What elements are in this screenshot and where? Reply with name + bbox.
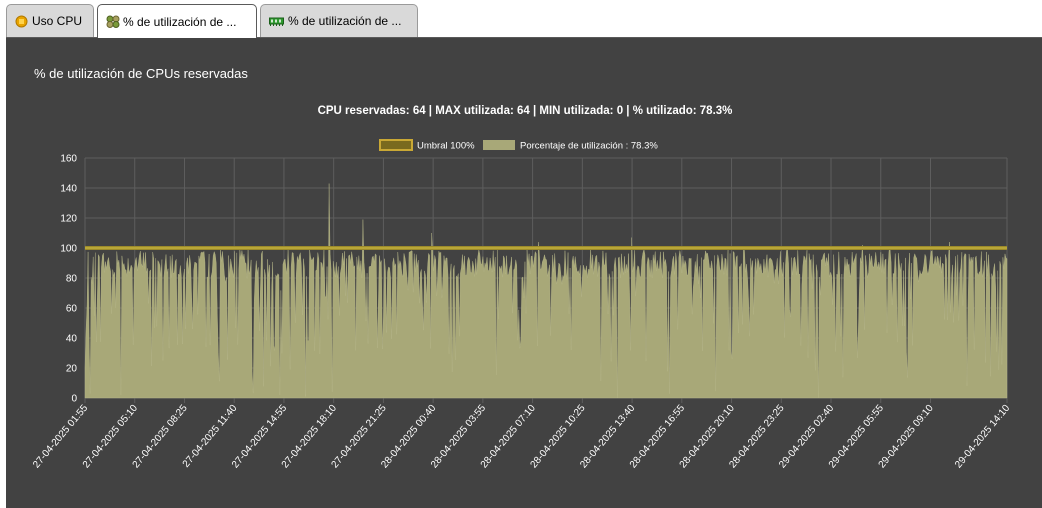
legend-label-utilization: Porcentaje de utilización : 78.3% [520,141,658,152]
x-tick-label: 27-04-2025 14:55 [230,403,289,471]
legend-label-threshold: Umbral 100% [417,141,475,152]
x-tick-label: 27-04-2025 11:40 [181,403,240,470]
x-tick-label: 28-04-2025 10:25 [528,403,587,471]
x-tick-label: 28-04-2025 13:40 [578,403,637,471]
y-tick-label: 80 [66,274,78,285]
tab-bar: Uso CPU % de utilización de ... % de uti… [0,0,1042,38]
tab-label: Uso CPU [32,14,83,28]
x-tick-label: 27-04-2025 08:25 [131,403,190,471]
chart-subtitle: CPU reservadas: 64 | MAX utilizada: 64 |… [318,105,733,117]
y-tick-label: 160 [60,154,77,165]
panel-title: % de utilización de CPUs reservadas [34,66,248,81]
x-tick-label: 29-04-2025 09:10 [877,403,936,471]
tab-cpu-utilization[interactable]: % de utilización de ... [97,4,257,38]
x-tick-label: 28-04-2025 07:10 [479,403,538,471]
x-tick-label: 27-04-2025 01:55 [31,403,90,471]
legend-swatch-threshold [379,139,413,151]
tab-label: % de utilización de ... [288,14,402,28]
tab-memory-utilization[interactable]: % de utilización de ... [260,4,418,37]
legend-swatch-utilization [483,140,515,150]
x-tick-label: 28-04-2025 03:55 [429,403,488,471]
y-tick-label: 20 [66,364,78,375]
chart-series [84,183,1008,399]
y-tick-label: 140 [60,184,77,195]
x-tick-label: 29-04-2025 02:40 [777,403,836,471]
tab-label: % de utilización de ... [123,14,237,29]
x-tick-label: 29-04-2025 14:10 [953,403,1012,471]
x-tick-label: 28-04-2025 00:40 [379,403,438,471]
series-utilization-area [84,183,1008,399]
x-tick-label: 27-04-2025 21:25 [330,403,389,471]
x-tick-label: 28-04-2025 20:10 [678,403,737,471]
y-tick-label: 40 [66,334,78,345]
y-axis: 0 20 40 60 80 100 120 140 160 [60,154,77,405]
y-tick-label: 100 [60,244,77,255]
cpu-cluster-icon [106,15,120,28]
x-tick-label: 27-04-2025 05:10 [81,403,140,471]
chart-legend: Umbral 100% Porcentaje de utilización : 7… [379,139,658,152]
y-tick-label: 120 [60,214,77,225]
x-tick-label: 28-04-2025 23:25 [727,403,786,471]
x-tick-label: 28-04-2025 16:55 [628,403,687,471]
tab-uso-cpu[interactable]: Uso CPU [6,4,94,37]
y-tick-label: 0 [71,394,77,405]
x-tick-label: 29-04-2025 05:55 [827,403,886,471]
y-tick-label: 60 [66,304,78,315]
cpu-chip-icon [15,15,28,28]
memory-icon [269,15,284,28]
x-tick-label: 27-04-2025 18:10 [280,403,339,471]
